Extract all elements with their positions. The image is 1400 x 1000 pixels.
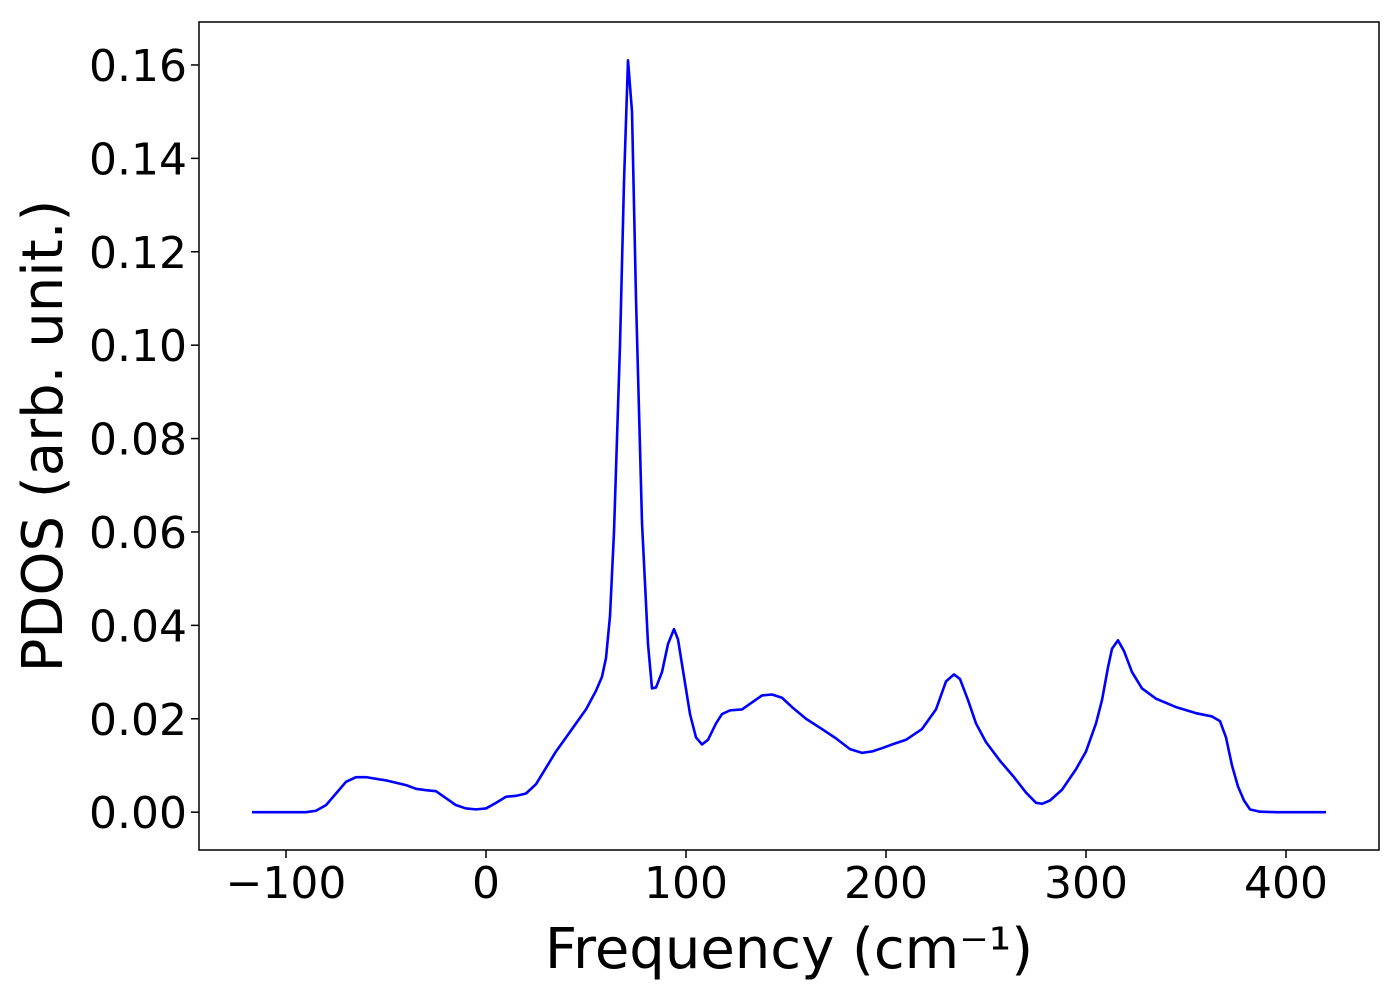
y-tick-label: 0.02 — [89, 695, 187, 746]
x-axis-label: Frequency (cm⁻¹) — [545, 917, 1033, 982]
y-axis-label: PDOS (arb. unit.) — [11, 200, 76, 673]
y-tick-label: 0.16 — [89, 41, 187, 92]
y-tick-label: 0.10 — [89, 321, 187, 372]
x-tick-label: 300 — [1044, 858, 1128, 909]
plot-frame — [198, 21, 1380, 851]
x-tick-label: 0 — [472, 858, 500, 909]
y-tick-label: 0.06 — [89, 508, 187, 559]
x-tick-label: −100 — [226, 858, 347, 909]
x-tick-label: 100 — [644, 858, 728, 909]
y-tick-label: 0.14 — [89, 134, 187, 185]
x-tick-label: 200 — [844, 858, 928, 909]
y-tick-label: 0.12 — [89, 228, 187, 279]
y-tick-label: 0.04 — [89, 601, 187, 652]
y-tick-label: 0.08 — [89, 415, 187, 466]
y-tick-label: 0.00 — [89, 788, 187, 839]
x-tick-label: 400 — [1244, 858, 1328, 909]
data-line — [252, 58, 1326, 814]
